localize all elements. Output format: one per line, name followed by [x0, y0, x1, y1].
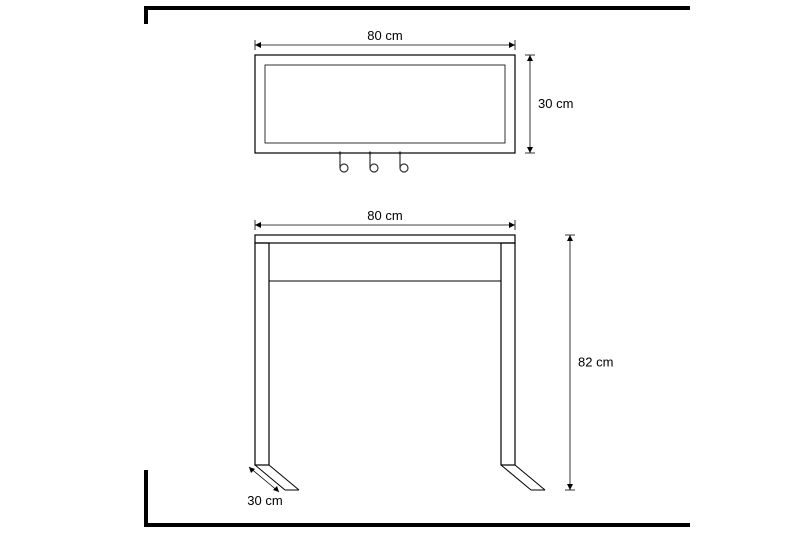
- dimension-label: 30 cm: [247, 493, 282, 508]
- console-table: 80 cm 82 cm 30 cm: [247, 208, 613, 508]
- mirror-panel: 80 cm 30 cm: [255, 28, 573, 172]
- dimension-label: 82 cm: [578, 355, 613, 370]
- dimension-horizontal: 80 cm: [255, 28, 515, 50]
- dimension-label: 80 cm: [367, 208, 402, 223]
- coat-hooks: [339, 152, 409, 173]
- dimension-horizontal: 80 cm: [255, 208, 515, 230]
- dimension-label: 30 cm: [538, 96, 573, 111]
- dimension-vertical: 30 cm: [525, 55, 573, 153]
- dimension-label: 80 cm: [367, 28, 402, 43]
- page-frame: [146, 8, 690, 525]
- dimension-vertical: 82 cm: [565, 235, 613, 490]
